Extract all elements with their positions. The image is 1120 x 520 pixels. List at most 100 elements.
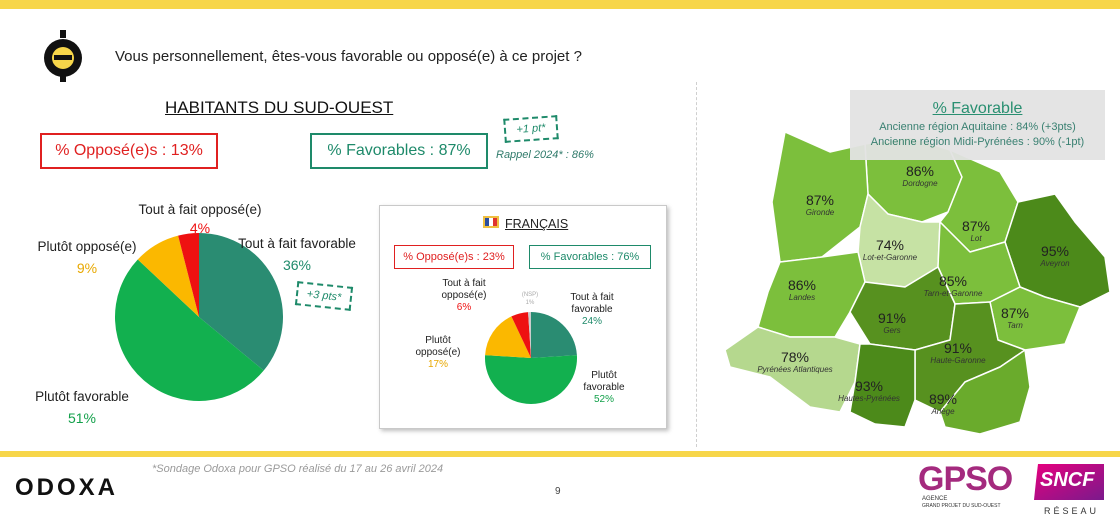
pie-chart-sud-ouest — [115, 233, 283, 401]
dept-pct: 86% — [905, 163, 935, 179]
pie-slice-4 — [528, 312, 531, 358]
opposed-total-box: % Opposé(e)s : 13% — [40, 133, 218, 169]
dept-label-lot: 87% Lot — [962, 218, 990, 244]
slice-label: Tout à fait favorable — [238, 236, 356, 251]
fr-label-plutot-favorable: Plutôt favorable 52% — [574, 370, 634, 406]
dept-label-tarn: 87% Tarn — [1001, 305, 1029, 331]
dept-name: Haute-Garonne — [930, 356, 986, 365]
dept-name: Lot — [970, 234, 982, 243]
dept-name: Pyrénées Atlantiques — [757, 365, 833, 374]
dept-name: Ariège — [931, 407, 955, 416]
bottom-accent-bar — [0, 451, 1120, 457]
slice-label: Plutôt opposé(e) — [415, 335, 461, 358]
dept-label-aveyron: 95% Aveyron — [1040, 243, 1069, 269]
dept-label-haute-garonne: 91% Haute-Garonne — [930, 340, 985, 366]
slice-label: Tout à fait favorable — [570, 292, 614, 315]
pie-slice-0 — [531, 312, 577, 358]
sncf-reseau-text: RÉSEAU — [1044, 506, 1100, 516]
tout-fait-delta-badge: +3 pts* — [294, 281, 354, 311]
dept-label-ariege: 89% Ariège — [929, 391, 957, 417]
sncf-wordmark: SNCF — [1040, 469, 1095, 491]
dept-pct: 91% — [877, 310, 907, 326]
fr-label-tout-fait-oppose: Tout à fait opposé(e) 6% — [436, 278, 492, 314]
rappel-2024: Rappel 2024* : 86% — [496, 149, 594, 161]
fr-favorable-total-box: % Favorables : 76% — [529, 245, 651, 269]
odoxa-logo-icon — [44, 30, 82, 82]
dept-pct: 86% — [787, 277, 817, 293]
slice-value: 9% — [76, 260, 98, 276]
slice-label: Plutôt favorable — [583, 370, 625, 393]
dept-label-gers: 91% Gers — [878, 310, 906, 336]
pie-slice-1 — [115, 259, 264, 401]
dept-pct: 95% — [1040, 243, 1070, 259]
dept-label-gironde: 87% Gironde — [806, 192, 834, 218]
dept-name: Dordogne — [902, 179, 938, 188]
dept-label-lot-et-garonne: 74% Lot-et-Garonne — [863, 237, 917, 263]
dept-name: Aveyron — [1040, 259, 1070, 268]
dept-pct: 85% — [938, 273, 968, 289]
pie-slice-3 — [511, 312, 531, 358]
dept-label-dordogne: 86% Dordogne — [902, 163, 937, 189]
survey-question: Vous personnellement, êtes-vous favorabl… — [115, 48, 582, 65]
pie-label-tout-fait-oppose: Tout à fait opposé(e) 4% — [120, 201, 280, 237]
map-legend-title: % Favorable — [932, 100, 1023, 117]
dept-name: Tarn-et-Garonne — [923, 289, 983, 298]
dept-pct: 91% — [943, 340, 973, 356]
gpso-wordmark: GPSO — [918, 460, 1013, 498]
sud-ouest-map — [724, 131, 1111, 435]
slice-value: 17% — [427, 359, 448, 370]
page-number: 9 — [555, 486, 561, 497]
dept-pct: 87% — [961, 218, 991, 234]
slice-value: 52% — [593, 394, 614, 405]
dept-ariege — [939, 349, 1031, 435]
favorable-delta-badge: +1 pt* — [503, 115, 559, 143]
pie-label-plutot-oppose: Plutôt opposé(e) 9% — [32, 238, 142, 277]
pie-slice-3 — [178, 233, 199, 317]
dept-label-landes: 86% Landes — [788, 277, 816, 303]
dept-label-tarn-et-garonne: 85% Tarn-et-Garonne — [924, 273, 983, 299]
pie-chart-francais — [485, 312, 577, 404]
gpso-subtitle-1: AGENCE — [922, 496, 948, 502]
slice-label: Tout à fait opposé(e) — [138, 202, 262, 217]
dept-pct: 89% — [928, 391, 958, 407]
slice-value: 36% — [282, 257, 312, 273]
top-accent-bar — [0, 0, 1120, 9]
dept-pct: 93% — [854, 378, 884, 394]
gpso-subtitle-2: GRAND PROJET DU SUD-OUEST — [922, 503, 1001, 509]
gpso-logo: GPSO AGENCE GRAND PROJET DU SUD-OUEST — [918, 462, 1013, 514]
dept-name: Tarn — [1007, 321, 1023, 330]
map-legend-midi-pyrenees: Ancienne région Midi-Pyrénées : 90% (-1p… — [870, 136, 1085, 148]
fr-label-tout-fait-favorable: Tout à fait favorable 24% — [560, 292, 624, 328]
section-title-sud-ouest: HABITANTS DU SUD-OUEST — [165, 98, 394, 117]
dept-landes — [757, 251, 866, 338]
slice-value: 4% — [189, 220, 211, 236]
slice-label: Plutôt opposé(e) — [37, 239, 137, 254]
dept-pct: 74% — [875, 237, 905, 253]
slice-value: 6% — [456, 302, 472, 313]
france-flag-icon — [483, 216, 499, 228]
dept-name: Hautes-Pyrénées — [838, 394, 900, 403]
pie-slice-0 — [199, 233, 283, 371]
slice-value: 24% — [581, 316, 602, 327]
dept-label-hautes-pyrenees: 93% Hautes-Pyrénées — [838, 378, 900, 404]
favorable-total-box: % Favorables : 87% — [310, 133, 488, 169]
slice-value: 51% — [67, 410, 97, 426]
slice-label: (NSP) — [521, 292, 539, 298]
pie-slice-1 — [485, 355, 577, 404]
fr-label-nsp: (NSP) 1% — [515, 291, 545, 307]
slice-label: Tout à fait opposé(e) — [441, 278, 487, 301]
dept-name: Lot-et-Garonne — [862, 253, 918, 262]
dept-pct: 87% — [1000, 305, 1030, 321]
slice-value: 1% — [525, 300, 535, 306]
map-legend: % Favorable Ancienne région Aquitaine : … — [850, 90, 1105, 160]
pie-label-tout-fait-favorable: Tout à fait favorable 36% — [232, 235, 362, 274]
odoxa-wordmark: ODOXA — [15, 474, 119, 501]
fr-opposed-total-box: % Opposé(e)s : 23% — [394, 245, 514, 269]
map-legend-aquitaine: Ancienne région Aquitaine : 84% (+3pts) — [879, 121, 1076, 133]
dept-label-pyrenees-atlantiques: 78% Pyrénées Atlantiques — [757, 349, 832, 375]
sncf-reseau-logo: SNCF RÉSEAU — [1030, 460, 1108, 518]
dept-name: Gironde — [805, 208, 835, 217]
fr-label-plutot-oppose: Plutôt opposé(e) 17% — [411, 335, 465, 371]
dept-pct: 78% — [780, 349, 810, 365]
dept-pct: 87% — [805, 192, 835, 208]
